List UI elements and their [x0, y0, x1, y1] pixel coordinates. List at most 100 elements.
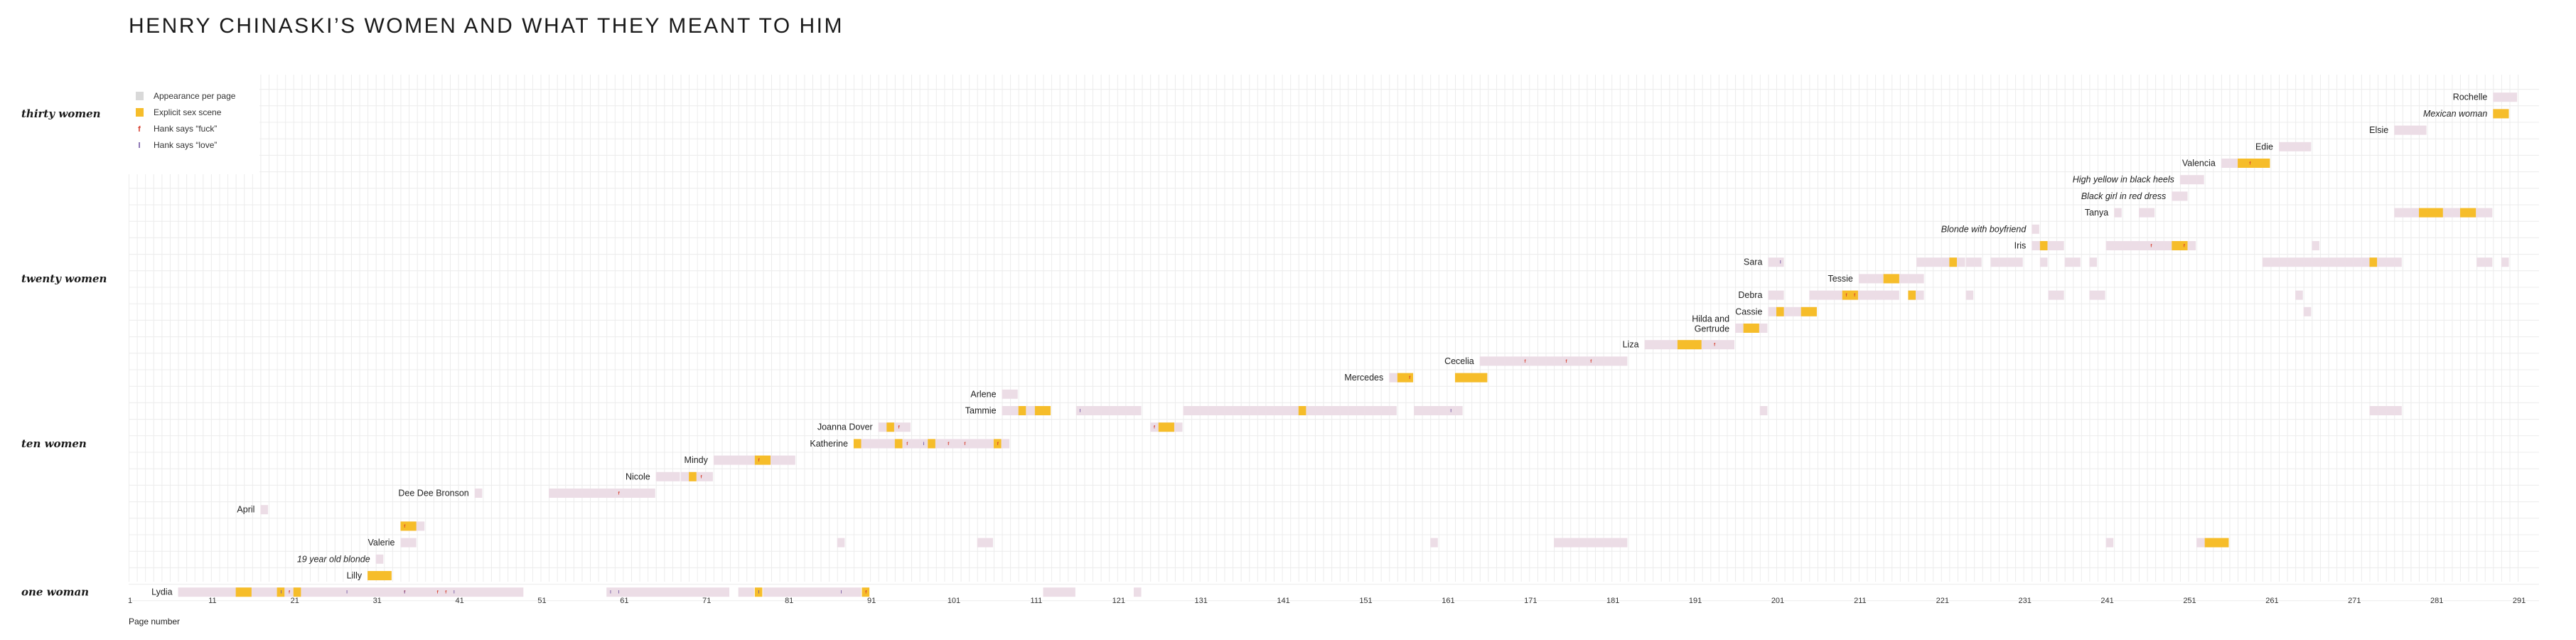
sex-scene-bar — [1034, 406, 1051, 415]
sex-scene-bar — [928, 439, 935, 449]
woman-row: l l Tammie — [965, 406, 2402, 416]
sex-scene-bar — [1776, 306, 1784, 316]
fuck-marker: f — [618, 492, 621, 496]
x-tick-label: 91 — [867, 597, 876, 605]
x-tick-label: 241 — [2100, 597, 2113, 605]
sex-scene-bar — [2238, 159, 2270, 168]
woman-label: Elsie — [2369, 125, 2388, 135]
x-tick-label: 191 — [1689, 597, 1702, 605]
x-axis-label: Page number — [129, 617, 180, 626]
woman-label: Cecelia — [1444, 356, 1474, 366]
woman-label: Tanya — [2085, 208, 2108, 218]
appearance-bar — [1768, 290, 1784, 300]
woman-label: Rochelle — [2453, 92, 2488, 102]
x-tick-label: 271 — [2348, 597, 2361, 605]
appearance-bar — [1075, 406, 1142, 415]
woman-row: 19 year old blonde — [297, 554, 384, 564]
woman-row: Rochelle — [2453, 92, 2518, 102]
appearance-bar — [2394, 125, 2427, 135]
fuck-marker: f — [948, 442, 950, 447]
appearance-bar — [2278, 142, 2312, 151]
fuck-marker: f — [1714, 343, 1716, 348]
woman-row: Tanya — [2085, 208, 2493, 218]
woman-row: f f Debra — [1738, 290, 2303, 300]
woman-label: Iris — [2014, 241, 2027, 251]
fuck-marker: f — [2249, 162, 2251, 166]
fuck-marker: f — [1846, 294, 1848, 298]
appearance-bar — [2089, 257, 2098, 267]
sex-scene-bar — [754, 455, 771, 465]
sex-scene-bar — [2419, 208, 2443, 218]
woman-row: Arlene — [970, 389, 1018, 399]
sex-scene-bar — [1883, 274, 1899, 284]
woman-label: Nicole — [626, 471, 650, 481]
fuck-marker: f — [898, 426, 901, 430]
appearance-bar — [2394, 208, 2493, 218]
appearance-bar — [2138, 208, 2155, 218]
fuck-marker: f — [758, 459, 761, 463]
woman-row: Edie — [2255, 142, 2312, 151]
sex-scene-bar — [853, 439, 862, 449]
x-tick-label: 31 — [373, 597, 382, 605]
love-marker: l — [1780, 261, 1781, 265]
legend-label-sex: Explicit sex scene — [154, 107, 222, 117]
sex-scene-bar — [754, 587, 763, 597]
appearance-bar — [2493, 92, 2518, 102]
appearance-bar — [1759, 406, 1768, 415]
fuck-marker: f — [701, 475, 703, 479]
sex-scene-bar — [1397, 373, 1414, 383]
love-marker: l — [1450, 410, 1451, 414]
woman-row: f Liza — [1623, 340, 1735, 350]
appearance-bar — [375, 554, 384, 564]
x-tick-label: 71 — [702, 597, 711, 605]
woman-row: High yellow in black heels — [2073, 175, 2204, 185]
sex-scene-bar — [277, 587, 285, 597]
fuck-marker: f — [1854, 294, 1856, 298]
fuck-marker: f — [865, 591, 867, 595]
woman-label: High yellow in black heels — [2073, 175, 2174, 185]
appearance-bar — [2039, 257, 2048, 267]
woman-label: Gertrude — [1695, 324, 1729, 334]
x-tick-label: 251 — [2183, 597, 2196, 605]
sex-scene-bar — [2172, 241, 2188, 250]
appearance-bar — [837, 538, 845, 548]
woman-label: Hilda and — [1692, 314, 1729, 324]
x-tick-label: 231 — [2019, 597, 2032, 605]
fuck-marker: f — [964, 442, 966, 447]
appearance-bar — [1768, 257, 1784, 267]
sex-scene-bar — [2039, 241, 2048, 250]
woman-label: Black girl in red dress — [2081, 191, 2167, 201]
appearance-bar — [178, 587, 524, 597]
sex-scene-bar — [1018, 406, 1026, 415]
woman-label: Mercedes — [1344, 373, 1383, 383]
sex-scene-bar — [1298, 406, 1306, 415]
x-tick-label: 221 — [1936, 597, 1949, 605]
legend-marker-love: l — [138, 142, 140, 150]
woman-label: Sara — [1744, 257, 1762, 267]
appearance-bar — [2295, 290, 2303, 300]
legend-swatch-sex — [136, 108, 144, 117]
sex-scene-bar — [1158, 422, 1174, 432]
sex-scene-bar — [1800, 306, 1817, 316]
woman-row: f — [400, 521, 425, 531]
sex-scene-bar — [993, 439, 1002, 449]
appearance-bar — [713, 455, 795, 465]
woman-label: Lilly — [347, 571, 363, 581]
sex-scene-bar — [235, 587, 252, 597]
woman-row: Mexican woman — [2423, 109, 2509, 119]
x-tick-label: 151 — [1359, 597, 1372, 605]
x-tick-label: 201 — [1771, 597, 1784, 605]
woman-label: Valencia — [2182, 159, 2216, 169]
woman-label: Arlene — [970, 389, 996, 399]
grid-lines — [129, 75, 2539, 602]
appearance-bar — [2179, 175, 2204, 185]
appearance-bar — [1965, 257, 1982, 267]
appearance-bar — [1965, 290, 1974, 300]
woman-label: Liza — [1623, 340, 1639, 350]
x-tick-label: 291 — [2513, 597, 2526, 605]
x-tick-label: 141 — [1277, 597, 1289, 605]
appearance-bar — [2089, 290, 2105, 300]
sex-scene-bar — [862, 587, 870, 597]
